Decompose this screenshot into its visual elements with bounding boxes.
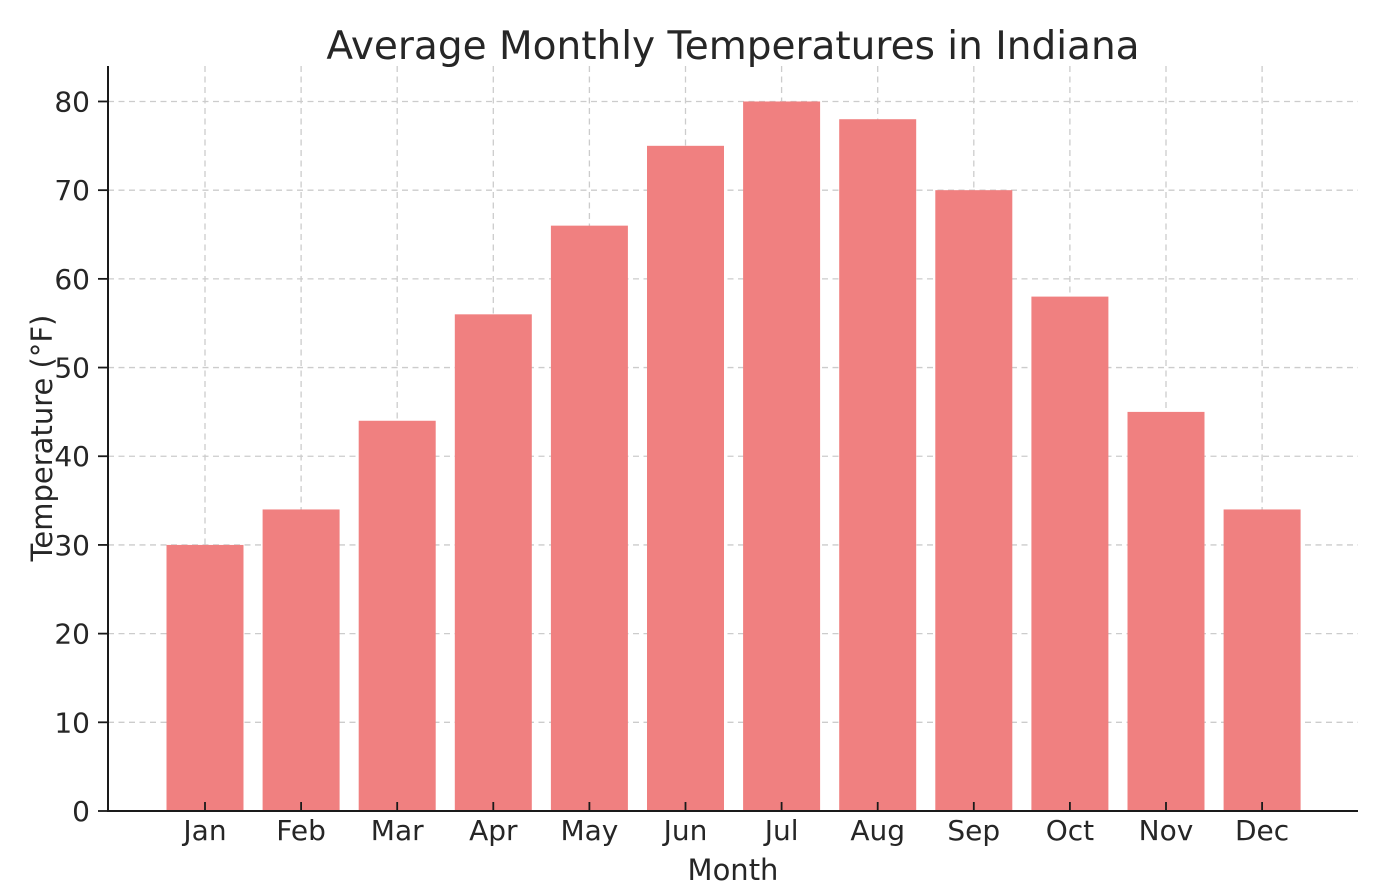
x-tick-label-Aug: Aug bbox=[850, 814, 905, 847]
x-tick-label-Jan: Jan bbox=[181, 814, 226, 847]
chart-title: Average Monthly Temperatures in Indiana bbox=[326, 24, 1140, 69]
x-tick-label-Jun: Jun bbox=[662, 814, 708, 847]
y-tick-label-70: 70 bbox=[54, 174, 90, 207]
y-tick-label-10: 10 bbox=[54, 706, 90, 739]
y-tick-label-20: 20 bbox=[54, 618, 90, 651]
bar-Dec bbox=[1223, 509, 1301, 811]
x-tick-label-Apr: Apr bbox=[469, 814, 518, 847]
y-tick-label-30: 30 bbox=[54, 529, 90, 562]
bar-Feb bbox=[262, 509, 340, 811]
bar-Jun bbox=[647, 145, 724, 812]
y-tick-label-50: 50 bbox=[54, 352, 90, 385]
x-axis-label: Month bbox=[687, 853, 779, 887]
y-tick-label-0: 0 bbox=[72, 795, 90, 828]
x-tick-label-Jul: Jul bbox=[763, 814, 799, 847]
bar-Aug bbox=[839, 119, 917, 811]
bar-Sep bbox=[935, 190, 1013, 811]
y-tick-label-80: 80 bbox=[54, 85, 90, 118]
x-tick-label-Mar: Mar bbox=[371, 814, 424, 847]
bar-Oct bbox=[1031, 296, 1109, 812]
bar-Jan bbox=[166, 544, 244, 811]
bar-Nov bbox=[1127, 411, 1205, 811]
x-tick-label-Dec: Dec bbox=[1235, 814, 1289, 847]
bar-Apr bbox=[454, 314, 532, 811]
bar-Mar bbox=[358, 420, 436, 811]
x-tick-label-Nov: Nov bbox=[1139, 814, 1194, 847]
x-tick-label-Sep: Sep bbox=[947, 814, 1000, 847]
x-tick-label-May: May bbox=[560, 814, 618, 847]
x-tick-label-Oct: Oct bbox=[1046, 814, 1094, 847]
y-tick-label-60: 60 bbox=[54, 263, 90, 296]
y-tick-label-40: 40 bbox=[54, 440, 90, 473]
bar-Jul bbox=[743, 101, 821, 811]
bar-May bbox=[550, 225, 628, 812]
x-tick-label-Feb: Feb bbox=[276, 814, 326, 847]
y-axis-label: Temperature (°F) bbox=[25, 314, 59, 562]
